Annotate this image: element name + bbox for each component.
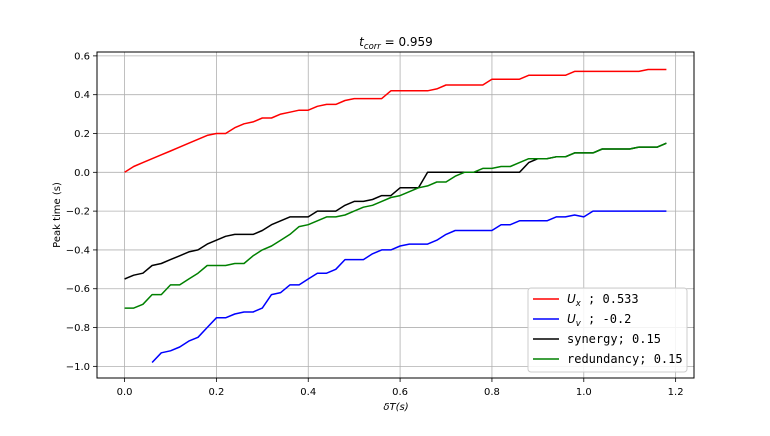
grid [97,52,694,378]
y-tick-label: −0.2 [66,207,90,218]
x-tick-label: 0.4 [300,387,316,398]
chart-title: tcorr = 0.959 [359,35,433,52]
chart-title-rest: = 0.959 [381,35,433,49]
legend-label-4: redundancy; 0.15 [567,352,683,366]
y-tick-label: 0.6 [74,51,90,62]
legend-label-rest: ; -0.2 [581,312,632,326]
y-tick-label: −1.0 [66,362,90,373]
chart-title-main: t [359,35,365,49]
series-line-4 [124,142,667,309]
legend-box [527,287,688,373]
series-line-1 [124,68,667,173]
x-tick-label: 0.8 [484,387,500,398]
x-tick-label: 1.2 [668,387,684,398]
y-tick-label: 0.2 [74,129,90,140]
legend-label-3: synergy; 0.15 [567,332,661,346]
series-line-2 [151,210,667,364]
axes-frame [96,51,695,379]
y-tick-label: 0.4 [74,90,90,101]
legend-label-rest: ; 0.533 [581,292,639,306]
legend-label-2: Uv ; -0.2 [567,312,631,329]
ticks: 0.0 0.2 0.4 0.6 0.8 1.0 1.2 0.6 0.4 0.2 0.0 −0.2 −0.… [66,51,684,398]
y-tick-label: −0.6 [66,284,90,295]
x-tick-label: 0.6 [392,387,408,398]
x-axis-label: δT(s) [383,402,408,413]
x-tick-label: 1.0 [576,387,592,398]
legend-label-sub: v [576,319,582,329]
y-tick-label: 0.0 [74,168,90,179]
legend-label-sub: x [575,299,582,309]
legend-label-main: U [567,292,576,306]
legend-label-main: U [567,312,576,326]
x-tick-label: 0.2 [208,387,224,398]
x-tick-label: 0.0 [117,387,133,398]
chart-title-sub: corr [364,42,381,52]
legend-label-1: Ux ; 0.533 [567,292,639,309]
y-axis-label: Peak time (s) [52,182,63,248]
y-tick-label: −0.8 [66,323,90,334]
y-tick-label: −0.4 [66,245,90,256]
series-layer [124,68,667,364]
